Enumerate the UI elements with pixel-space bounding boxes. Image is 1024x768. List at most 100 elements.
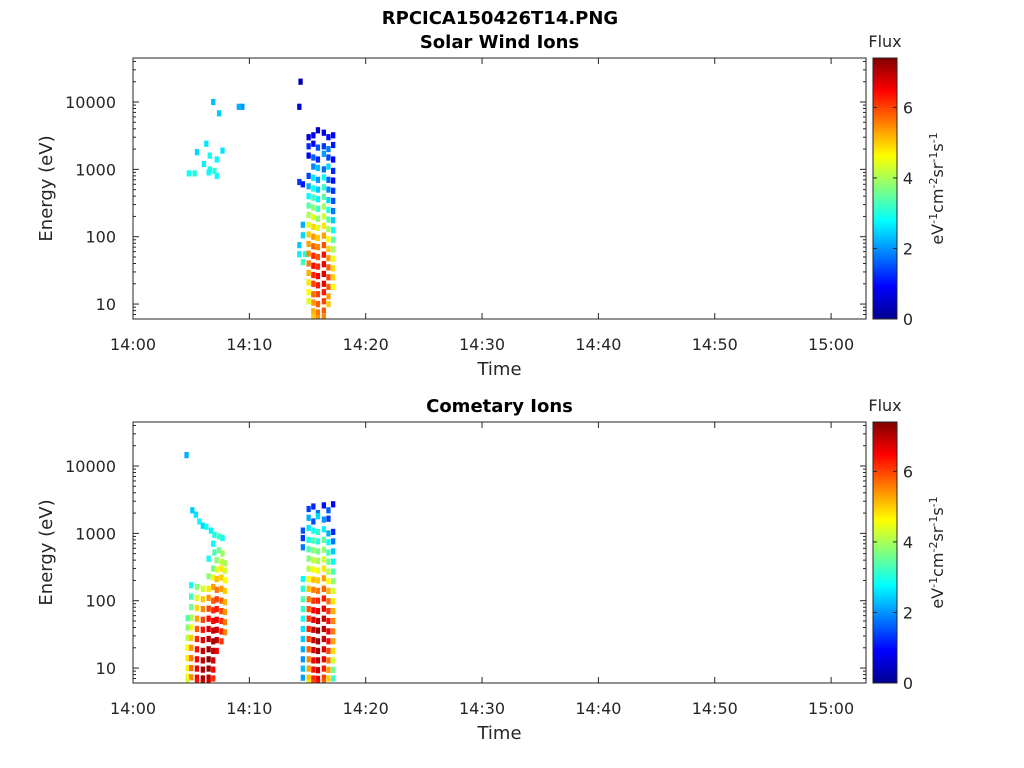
heatmap-cell: [315, 186, 321, 193]
heatmap-cell: [206, 646, 211, 653]
heatmap-cell: [206, 585, 211, 592]
heatmap-cell: [331, 208, 336, 215]
heatmap-cell: [321, 502, 326, 509]
heatmap-cell: [220, 147, 225, 154]
heatmap-cell: [331, 156, 336, 163]
heatmap-cell: [321, 565, 326, 572]
heatmap-cell: [211, 565, 216, 572]
heatmap-cell: [306, 172, 311, 179]
panel-title: Solar Wind Ions: [420, 32, 579, 53]
heatmap-cell: [306, 260, 311, 267]
heatmap-cell: [214, 606, 219, 613]
heatmap-cell: [194, 678, 200, 683]
heatmap-cell: [297, 242, 302, 249]
heatmap-cell: [326, 225, 331, 233]
heatmap-cell: [326, 301, 331, 308]
heatmap-cell: [321, 665, 326, 672]
heatmap-cell: [200, 585, 205, 592]
heatmap-cell: [192, 170, 197, 177]
heatmap-cell: [321, 166, 326, 173]
heatmap-cell: [331, 217, 336, 224]
heatmap-cell: [211, 638, 216, 645]
panel-solar-wind-ions: Solar Wind Ions 14:00 14:10 14:20 14:30 14:40…: [36, 32, 947, 380]
heatmap-cell: [331, 666, 336, 673]
heatmap-cell: [326, 507, 331, 514]
heatmap-cell: [326, 530, 331, 537]
heatmap-cell: [321, 203, 326, 210]
x-axis-label: Time: [476, 359, 521, 380]
heatmap-cell: [204, 140, 209, 147]
heatmap-cell: [214, 156, 219, 163]
heatmap-cell: [331, 657, 336, 664]
heatmap-cell: [315, 273, 321, 280]
heatmap-cell: [306, 143, 311, 150]
heatmap-cell: [219, 597, 224, 604]
heatmap-cell: [306, 674, 311, 681]
heatmap-cell: [186, 170, 191, 177]
heatmap-cell: [311, 666, 316, 673]
heatmap-cell: [206, 605, 211, 612]
colorbar-tick-label: 0: [903, 310, 913, 329]
heatmap-cell: [315, 291, 321, 298]
heatmap-cell: [311, 557, 316, 564]
heatmap-cell: [194, 594, 200, 601]
heatmap-cell: [300, 656, 305, 663]
heatmap-cell: [311, 537, 316, 544]
heatmap-cell: [306, 202, 311, 209]
heatmap-cell: [306, 152, 311, 159]
heatmap-cell: [331, 587, 336, 594]
heatmap-cell: [306, 606, 311, 613]
heatmap-cell: [306, 134, 311, 141]
heatmap-cell: [222, 608, 228, 616]
heatmap-cell: [326, 638, 331, 645]
heatmap-cell: [331, 558, 336, 565]
heatmap-cell: [326, 245, 331, 252]
x-tick-label: 14:30: [459, 335, 505, 354]
heatmap-cell: [311, 626, 316, 633]
heatmap-cell: [326, 146, 331, 153]
heatmap-cell: [315, 253, 321, 261]
heatmap-cell: [306, 646, 311, 653]
heatmap-cell: [311, 194, 316, 201]
heatmap-cell: [306, 221, 311, 228]
y-axis-label: Energy (eV): [36, 135, 57, 241]
heatmap-cell: [189, 604, 194, 611]
heatmap-cell: [326, 216, 331, 223]
heatmap-cell: [214, 586, 219, 593]
colorbar-unit-label: eV-1cm-2sr-1s-1: [927, 132, 948, 244]
heatmap-cell: [321, 656, 326, 663]
x-tick-label: 15:00: [808, 699, 854, 718]
x-tick-label: 14:00: [110, 335, 156, 354]
heatmap-cell: [190, 507, 195, 514]
heatmap-cell: [211, 666, 216, 673]
colorbar-tick-label: 6: [903, 98, 913, 117]
heatmap-cell: [331, 501, 336, 508]
heatmap-cell: [194, 665, 200, 672]
colorbar-title: Flux: [868, 32, 901, 51]
heatmap-cell: [315, 314, 321, 319]
heatmap-cell: [306, 211, 311, 219]
heatmap-cell: [300, 665, 305, 672]
heatmap-cell: [300, 527, 305, 534]
heatmap-cell: [326, 163, 331, 170]
heatmap-cell: [326, 608, 331, 615]
heatmap-cell: [300, 635, 305, 643]
heatmap-cell: [306, 514, 311, 521]
heatmap-cell: [212, 549, 217, 556]
heatmap-cell: [326, 274, 331, 281]
heatmap-cell: [315, 156, 321, 163]
heatmap-cell: [321, 222, 326, 229]
colorbar-gradient: [872, 421, 898, 684]
heatmap-cell: [315, 657, 321, 664]
y-tick-label: 1000: [75, 160, 116, 179]
heatmap-cell: [200, 657, 205, 664]
heatmap-cell: [311, 271, 316, 279]
heatmap-cell: [197, 518, 202, 525]
heatmap-cell: [315, 234, 321, 241]
heatmap-cell: [311, 280, 316, 287]
heatmap-cell: [315, 548, 321, 555]
heatmap-cell: [315, 567, 321, 574]
heatmap-cell: [315, 647, 321, 654]
heatmap-cell: [331, 283, 336, 290]
heatmap-cell: [306, 635, 311, 643]
